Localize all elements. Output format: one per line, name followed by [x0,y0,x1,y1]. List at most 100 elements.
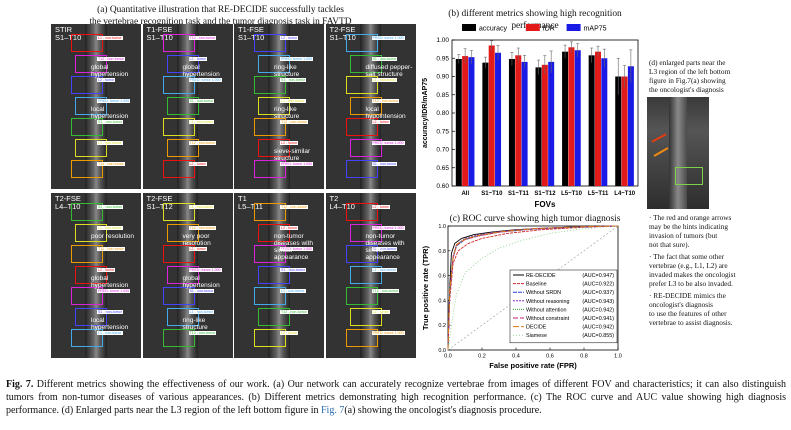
x-tick-label: L5~T11 [588,191,609,197]
x-tick-label: 0.0 [444,354,452,360]
bar-accuracy [536,67,542,186]
legend-label: Siamese [526,333,547,339]
annotation-note: very poor resolution [183,233,231,247]
legend-label: IDR [543,26,555,33]
legend-auc: (AUC=0.942) [582,325,614,331]
bar-accuracy [482,63,488,186]
y-tick-label: 1.0 [438,224,446,230]
note-mimics: · RE-DECIDE mimics the oncologist's diag… [649,291,789,327]
x-tick-label: S1~T12 [534,191,556,197]
vertebra-box [675,167,703,185]
legend-auc: (AUC=0.947) [582,273,614,279]
x-tick-label: 0.4 [512,354,520,360]
annotation-note: poor resolution [91,233,139,240]
figure-caption-tail: (a) showing the oncologist's diagnosis p… [344,405,541,416]
vertebra-label: T12 - non-tumor [280,120,308,124]
y-tick-label: 0.65 [436,165,449,172]
y-tick-label: 0.0 [438,348,446,354]
y-axis-label: accuracy/IDR/mAP75 [422,78,429,148]
vertebra-label: S1 - non-tumor [97,120,123,124]
legend-label: Without attention [526,307,566,313]
vertebra-label: L1 - non-tumor [280,289,306,293]
note-line: · RE-DECIDE mimics the [649,291,789,300]
orange-arrow-icon [654,147,669,157]
bar-idr [622,77,628,187]
panel-d-caption-line: the oncologist's diagnosis [649,85,787,94]
note-line: · The red and orange arrows [649,213,789,222]
annotation-note: non-tumor diseases with similar appearan… [366,233,414,261]
spine-column [669,97,687,209]
vertebra-label: L2 - tumor [189,162,207,166]
mri-image-grid: STIR S1–T10 L1 - non-tumor T12 - non-tumor L… [51,24,418,359]
legend-label: Without constraint [526,316,570,322]
vertebra-label: L2 - tumor [280,226,298,230]
vertebra-label: L2 - tumor [280,331,298,335]
vertebra-label: L2 - tumor [280,141,298,145]
vertebra-label: L2 - tumor [97,78,115,82]
legend-swatch [462,24,476,31]
y-axis-label: True positive rate (TPR) [421,245,430,330]
legend-auc: (AUC=0.943) [582,299,614,305]
y-tick-label: 0.6 [438,274,446,280]
annotation-note: local hypertension [91,106,139,120]
legend-auc: (AUC=0.922) [582,282,614,288]
bar-map75 [495,53,501,186]
y-tick-label: 0.2 [438,323,446,329]
annotation-note: global hypertension [183,64,231,78]
note-line: to use the features of other [649,309,789,318]
vertebra-label: T12 - non-tumor [189,36,217,40]
enlarged-mri-image [647,97,709,209]
note-invaded: · The fact that some other vertebrae (e.… [649,252,789,288]
vertebra-label: PRED: tumor 1.000 [372,141,405,145]
mri-image: T2-FSE L4–T10 S1 - non-tumor L1 - non-tumor… [51,193,141,358]
x-tick-label: S1~T11 [508,191,530,197]
vertebra-label: T12 - non-tumor [189,141,217,145]
note-line: oncologist's diagnosis [649,300,789,309]
vertebra-label: L2 - tumor [189,57,207,61]
vertebra-label: T12 - non-tumor [280,205,308,209]
bar-idr [568,47,574,186]
vertebra-label: L2 - tumor [372,120,390,124]
legend-swatch [567,24,581,31]
vertebra-label: PRED: tumor 1.000 [372,331,405,335]
vertebra-label: L1 - non-tumor [372,78,398,82]
x-tick-label: 0.2 [478,354,486,360]
vertebra-label: T12 - non-tumor [97,247,125,251]
note-line: vertebrae (e.g., L1, L2) are [649,261,789,270]
annotation-note: global hypertension [183,275,231,289]
red-arrow-icon [651,133,666,142]
figure-reference-link[interactable]: Fig. 7 [321,405,344,416]
vertebra-label: PRED: tumor 1.000 [280,162,313,166]
bar-idr [462,56,468,186]
legend: RE-DECIDE (AUC=0.947)Baseline (AUC=0.922)W… [510,270,617,343]
vertebra-label: L2 - tumor [372,310,390,314]
panel-d-caption-line: L3 region of the left bottom [649,67,787,76]
y-tick-label: 0.70 [436,147,449,154]
x-tick-label: 0.6 [546,354,554,360]
vertebra-label: S1 - non-tumor [97,310,123,314]
bar-accuracy [456,59,462,186]
y-tick-label: 0.80 [436,110,449,117]
vertebra-label: S1 - non-tumor [372,57,398,61]
vertebra-label: L1 - non-tumor [97,36,123,40]
y-tick-label: 0.75 [436,128,449,135]
x-tick-label: All [461,191,469,197]
legend-swatch [526,24,540,31]
vertebra-label: S1 - non-tumor [189,99,215,103]
bar-map75 [575,50,581,186]
vertebra-label: PRED: tumor 1.000 [280,57,313,61]
annotation-note: global hypertension [91,64,139,78]
annotation-note: diffused pepper-salt structure [366,64,414,78]
annotation-note: ring-like structure [183,317,231,331]
vertebra-label: L1 - non-tumor [97,226,123,230]
vertebra-label: S1 - non-tumor [280,268,306,272]
x-tick-label: 1.0 [614,354,622,360]
vertebra-label: PRED: tumor 1.000 [97,99,130,103]
x-axis-label: FOVs [535,200,556,208]
vertebra-label: PRED: tumor 1.000 [189,78,222,82]
figure-label: Fig. 7. [6,379,33,390]
y-tick-label: 0.8 [438,249,446,255]
vertebra-label: S1 - non-tumor [97,205,123,209]
annotation-note: ring-like structure [274,64,322,78]
panel-d-notes: · The red and orange arrows may be the h… [649,213,789,327]
